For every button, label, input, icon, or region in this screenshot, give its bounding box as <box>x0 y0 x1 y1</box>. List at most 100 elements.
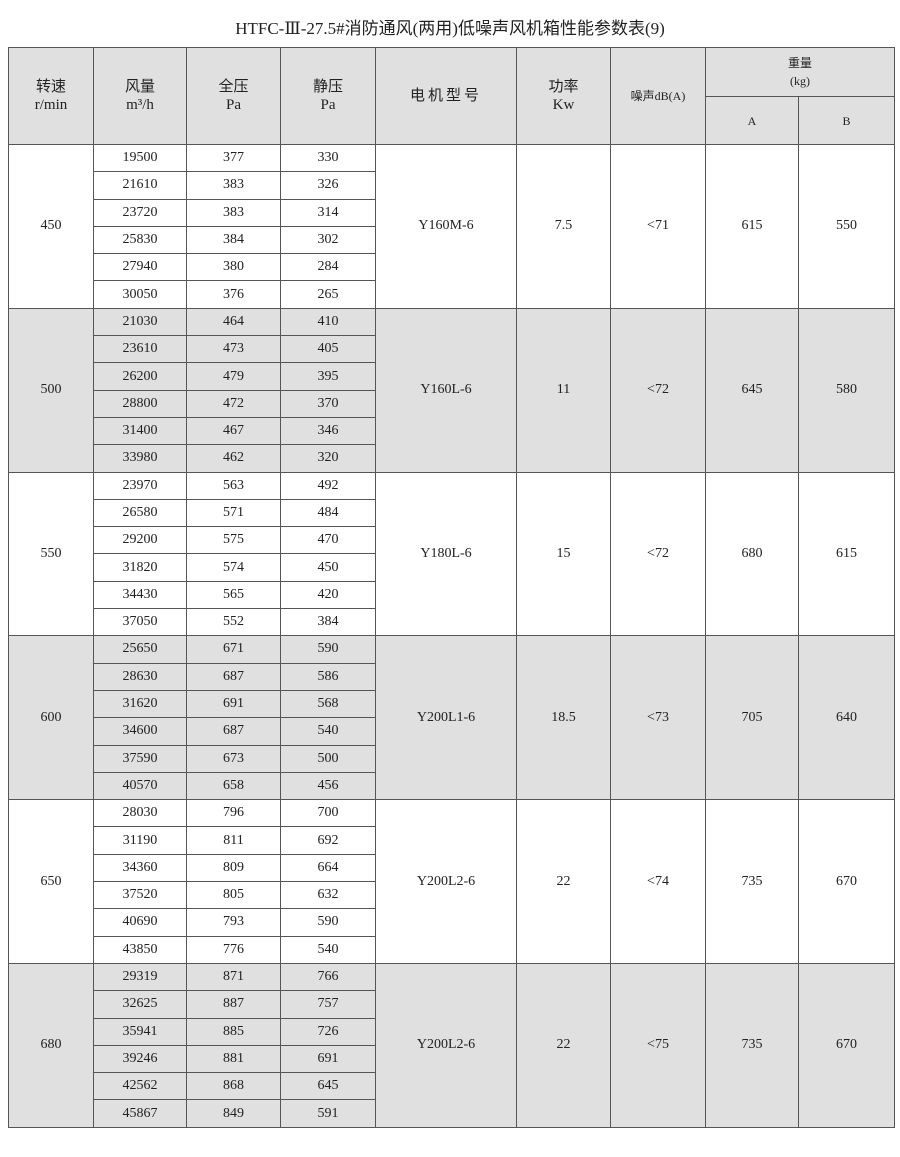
total-pressure-cell: 673 <box>186 744 281 773</box>
total-pressure-cell: 565 <box>186 580 281 610</box>
airflow-cell: 23720 <box>93 198 187 227</box>
weight-b-cell: 640 <box>797 635 896 801</box>
header-noise: 噪声dB(A) <box>610 47 706 145</box>
total-pressure-cell: 462 <box>186 444 281 473</box>
weight-b-cell: 580 <box>797 307 896 473</box>
table-row: 600 25650 671 590 Y200L1-6 18.5 <73 705 640 <box>8 635 896 801</box>
static-pressure-cell: 586 <box>280 662 376 691</box>
total-pressure-cell: 467 <box>186 416 281 446</box>
power-cell: 11 <box>516 307 611 473</box>
airflow-cell: 40570 <box>93 771 187 801</box>
airflow-cell: 37590 <box>93 744 187 773</box>
total-pressure-cell: 479 <box>186 362 281 391</box>
static-pressure-cell: 568 <box>280 689 376 719</box>
static-pressure-cell: 540 <box>280 935 376 964</box>
header-power-unit: Kw <box>552 97 575 113</box>
table-row: 30050 376 265 <box>9 280 895 309</box>
power-cell: 7.5 <box>516 144 611 309</box>
header-power-label: 功率 <box>548 79 579 95</box>
airflow-cell: 33980 <box>93 444 187 473</box>
table-row: 31620 691 568 <box>9 689 895 719</box>
airflow-cell: 39246 <box>93 1044 187 1074</box>
airflow-cell: 37520 <box>93 881 187 910</box>
header-static-pressure-label: 静压 <box>312 79 343 95</box>
total-pressure-cell: 571 <box>186 498 281 528</box>
total-pressure-cell: 464 <box>186 307 281 337</box>
airflow-cell: 31820 <box>93 553 187 582</box>
airflow-cell: 25830 <box>93 225 187 255</box>
weight-b-cell: 670 <box>797 799 896 964</box>
total-pressure-cell: 552 <box>186 608 281 637</box>
total-pressure-cell: 885 <box>186 1017 281 1046</box>
total-pressure-cell: 574 <box>186 553 281 582</box>
total-pressure-cell: 793 <box>186 908 281 937</box>
total-pressure-cell: 881 <box>186 1044 281 1074</box>
static-pressure-cell: 395 <box>280 362 376 391</box>
table-row: 21610 383 326 <box>9 171 895 200</box>
static-pressure-cell: 265 <box>280 280 376 309</box>
airflow-cell: 35941 <box>93 1017 187 1046</box>
weight-b-cell: 615 <box>797 471 896 637</box>
table-row: 27940 380 284 <box>9 253 895 282</box>
header-speed-unit: r/min <box>34 97 68 113</box>
power-cell: 22 <box>516 799 611 964</box>
header-total-pressure-unit: Pa <box>226 97 241 113</box>
total-pressure-cell: 691 <box>186 689 281 719</box>
header-weight: 重量 (kg) <box>704 47 896 97</box>
table-row: 23720 383 314 <box>9 198 895 227</box>
airflow-cell: 37050 <box>93 608 187 637</box>
static-pressure-cell: 405 <box>280 335 376 364</box>
airflow-cell: 31400 <box>93 416 187 446</box>
noise-cell: <75 <box>610 962 706 1128</box>
airflow-cell: 29319 <box>93 962 187 992</box>
airflow-cell: 34430 <box>93 580 187 610</box>
weight-b-cell: 550 <box>797 144 896 309</box>
table-row: 29200 575 470 <box>9 526 895 555</box>
weight-a-cell: 645 <box>705 307 799 473</box>
static-pressure-cell: 450 <box>280 553 376 582</box>
header-static-pressure-unit: Pa <box>320 97 336 113</box>
total-pressure-cell: 796 <box>186 799 281 828</box>
noise-cell: <73 <box>610 635 706 801</box>
motor-model-cell: Y160L-6 <box>375 307 517 473</box>
airflow-cell: 29200 <box>93 526 187 555</box>
header-weight-b: B <box>797 96 896 145</box>
table-row: 37520 805 632 <box>9 881 895 910</box>
total-pressure-cell: 868 <box>186 1072 281 1101</box>
airflow-cell: 25650 <box>93 635 187 664</box>
weight-a-cell: 735 <box>705 962 799 1128</box>
static-pressure-cell: 691 <box>280 1044 376 1074</box>
table-row: 39246 881 691 <box>9 1044 895 1074</box>
table-title: HTFC-Ⅲ-27.5#消防通风(两用)低噪声风机箱性能参数表(9) <box>235 19 665 38</box>
table-row: 680 29319 871 766 Y200L2-6 22 <75 735 670 <box>8 962 896 1128</box>
speed-cell: 550 <box>8 471 94 637</box>
motor-model-cell: Y200L1-6 <box>375 635 517 801</box>
weight-a-cell: 615 <box>705 144 799 309</box>
table-row: 28630 687 586 <box>9 662 895 691</box>
static-pressure-cell: 326 <box>280 171 376 200</box>
header-weight-a: A <box>705 96 799 145</box>
header-weight-label: 重量 <box>788 56 813 70</box>
noise-cell: <72 <box>610 471 706 637</box>
total-pressure-cell: 383 <box>186 171 281 200</box>
total-pressure-cell: 776 <box>186 935 281 964</box>
static-pressure-cell: 470 <box>280 526 376 555</box>
static-pressure-cell: 420 <box>280 580 376 610</box>
weight-a-cell: 705 <box>705 635 799 801</box>
static-pressure-cell: 492 <box>280 471 376 500</box>
total-pressure-cell: 687 <box>186 662 281 691</box>
table-row: 450 19500 377 330 Y160M-6 7.5 <71 615 550 <box>8 143 896 309</box>
static-pressure-cell: 410 <box>280 307 376 337</box>
header-total-pressure: 全压 Pa <box>186 47 281 145</box>
speed-cell: 500 <box>8 307 94 473</box>
table-row: 32625 887 757 <box>9 990 895 1019</box>
static-pressure-cell: 590 <box>280 635 376 664</box>
table-row: 40690 793 590 <box>9 908 895 937</box>
static-pressure-cell: 664 <box>280 853 376 883</box>
static-pressure-cell: 645 <box>280 1072 376 1101</box>
table-row: 25830 384 302 <box>9 225 895 255</box>
header-motor: 电机型号 <box>375 47 517 145</box>
table-row: 31820 574 450 <box>9 553 895 582</box>
static-pressure-cell: 591 <box>280 1099 376 1128</box>
airflow-cell: 26200 <box>93 362 187 391</box>
